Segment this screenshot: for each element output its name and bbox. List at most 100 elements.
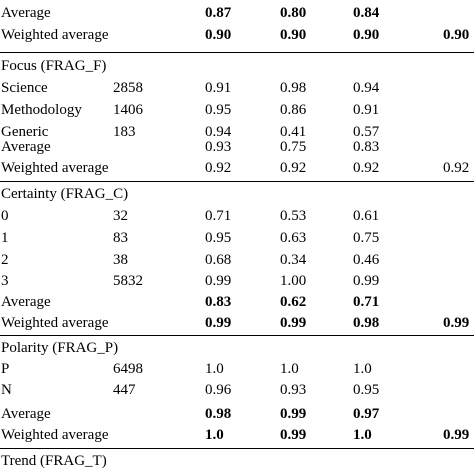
summary-row-average: Average 0.87 0.80 0.84 xyxy=(0,3,474,23)
precision-value: 0.92 xyxy=(205,160,232,176)
summary-row-average: Average 0.93 0.75 0.83 xyxy=(0,137,474,157)
table-row: 3 5832 0.99 1.00 0.99 xyxy=(0,271,474,291)
count-value: 447 xyxy=(113,382,136,398)
row-label: Average xyxy=(1,406,51,422)
recall-value: 0.86 xyxy=(280,102,307,118)
section-header-polarity: Polarity (FRAG_P) xyxy=(0,338,474,358)
f1-value: 0.83 xyxy=(353,139,380,155)
count-value: 183 xyxy=(113,124,136,140)
f1-value: 0.61 xyxy=(353,208,380,224)
row-label: Science xyxy=(1,80,48,96)
summary-row-weighted-average: Weighted average 0.90 0.90 0.90 0.90 xyxy=(0,25,474,45)
precision-value: 0.95 xyxy=(205,102,232,118)
count-value: 1406 xyxy=(113,102,143,118)
accuracy-value: 0.90 xyxy=(443,27,470,43)
precision-value: 0.96 xyxy=(205,382,232,398)
recall-value: 0.92 xyxy=(280,160,307,176)
summary-row-weighted-average: Weighted average 1.0 0.99 1.0 0.99 xyxy=(0,425,474,445)
count-value: 32 xyxy=(113,208,128,224)
recall-value: 0.63 xyxy=(280,230,307,246)
row-label: 3 xyxy=(1,273,9,289)
row-label: P xyxy=(1,361,10,377)
recall-value: 0.80 xyxy=(280,5,307,21)
recall-value: 0.99 xyxy=(280,315,307,331)
table-row: N 447 0.96 0.93 0.95 xyxy=(0,380,474,400)
recall-value: 0.62 xyxy=(280,294,307,310)
f1-value: 0.90 xyxy=(353,27,380,43)
recall-value: 0.99 xyxy=(280,406,307,422)
section-rule-certainty xyxy=(0,181,474,182)
f1-value: 0.98 xyxy=(353,315,380,331)
precision-value: 0.99 xyxy=(205,273,232,289)
f1-value: 0.94 xyxy=(353,80,380,96)
recall-value: 0.34 xyxy=(280,252,307,268)
accuracy-value: 0.99 xyxy=(443,315,470,331)
f1-value: 0.71 xyxy=(353,294,380,310)
recall-value: 0.90 xyxy=(280,27,307,43)
count-value: 2858 xyxy=(113,80,143,96)
recall-value: 1.0 xyxy=(280,361,299,377)
table-row: P 6498 1.0 1.0 1.0 xyxy=(0,359,474,379)
summary-row-average: Average 0.83 0.62 0.71 xyxy=(0,292,474,312)
row-label: Average xyxy=(1,5,51,21)
section-rule-focus xyxy=(0,52,474,53)
f1-value: 0.92 xyxy=(353,160,380,176)
count-value: 38 xyxy=(113,252,128,268)
recall-value: 0.41 xyxy=(280,124,307,140)
f1-value: 0.95 xyxy=(353,382,380,398)
section-title: Certainty (FRAG_C) xyxy=(1,186,129,202)
recall-value: 0.75 xyxy=(280,139,307,155)
section-rule-trend xyxy=(0,448,474,449)
f1-value: 1.0 xyxy=(353,427,372,443)
precision-value: 1.0 xyxy=(205,427,224,443)
recall-value: 0.93 xyxy=(280,382,307,398)
recall-value: 0.99 xyxy=(280,427,307,443)
precision-value: 0.91 xyxy=(205,80,232,96)
row-label: Generic xyxy=(1,124,49,140)
recall-value: 0.98 xyxy=(280,80,307,96)
row-label: 1 xyxy=(1,230,9,246)
precision-value: 0.93 xyxy=(205,139,232,155)
section-header-certainty: Certainty (FRAG_C) xyxy=(0,184,474,204)
summary-row-weighted-average: Weighted average 0.92 0.92 0.92 0.92 xyxy=(0,158,474,178)
row-label: Average xyxy=(1,294,51,310)
table-row: Methodology 1406 0.95 0.86 0.91 xyxy=(0,100,474,120)
row-label: 0 xyxy=(1,208,9,224)
precision-value: 0.99 xyxy=(205,315,232,331)
row-label: Weighted average xyxy=(1,315,109,331)
count-value: 83 xyxy=(113,230,128,246)
precision-value: 1.0 xyxy=(205,361,224,377)
count-value: 6498 xyxy=(113,361,143,377)
row-label: 2 xyxy=(1,252,9,268)
table-row: Generic 183 0.94 0.41 0.57 xyxy=(0,122,474,142)
precision-value: 0.68 xyxy=(205,252,232,268)
recall-value: 1.00 xyxy=(280,273,307,289)
section-title: Trend (FRAG_T) xyxy=(1,453,107,469)
precision-value: 0.94 xyxy=(205,124,232,140)
section-header-trend: Trend (FRAG_T) xyxy=(0,451,474,471)
table-row: 2 38 0.68 0.34 0.46 xyxy=(0,250,474,270)
f1-value: 0.46 xyxy=(353,252,380,268)
f1-value: 0.75 xyxy=(353,230,380,246)
f1-value: 0.57 xyxy=(353,124,380,140)
f1-value: 0.97 xyxy=(353,406,380,422)
row-label: Average xyxy=(1,139,51,155)
section-header-focus: Focus (FRAG_F) xyxy=(0,56,474,76)
accuracy-value: 0.99 xyxy=(443,427,470,443)
precision-value: 0.90 xyxy=(205,27,232,43)
f1-value: 0.91 xyxy=(353,102,380,118)
f1-value: 0.84 xyxy=(353,5,380,21)
section-title: Focus (FRAG_F) xyxy=(1,58,107,74)
precision-value: 0.83 xyxy=(205,294,232,310)
summary-row-weighted-average: Weighted average 0.99 0.99 0.98 0.99 xyxy=(0,313,474,333)
table-row: 0 32 0.71 0.53 0.61 xyxy=(0,206,474,226)
row-label: Weighted average xyxy=(1,27,109,43)
table-row: 1 83 0.95 0.63 0.75 xyxy=(0,228,474,248)
table-row: Science 2858 0.91 0.98 0.94 xyxy=(0,78,474,98)
precision-value: 0.98 xyxy=(205,406,232,422)
summary-row-average: Average 0.98 0.99 0.97 xyxy=(0,404,474,424)
precision-value: 0.95 xyxy=(205,230,232,246)
section-rule-polarity xyxy=(0,335,474,336)
accuracy-value: 0.92 xyxy=(443,160,470,176)
